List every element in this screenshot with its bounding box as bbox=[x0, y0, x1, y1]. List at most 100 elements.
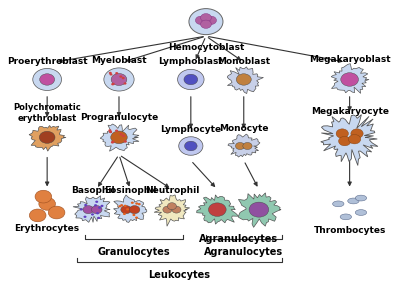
Polygon shape bbox=[238, 193, 281, 227]
Circle shape bbox=[351, 129, 363, 138]
Circle shape bbox=[131, 201, 134, 204]
Text: Erythrocytes: Erythrocytes bbox=[14, 224, 80, 233]
Circle shape bbox=[172, 206, 181, 213]
Text: Granulocytes: Granulocytes bbox=[98, 247, 170, 257]
Circle shape bbox=[196, 16, 206, 25]
Circle shape bbox=[33, 69, 62, 91]
Circle shape bbox=[163, 206, 172, 213]
Text: Polychromatic
erythroblast: Polychromatic erythroblast bbox=[13, 103, 81, 123]
Circle shape bbox=[35, 190, 52, 203]
Text: Eosinophil: Eosinophil bbox=[104, 186, 156, 195]
Polygon shape bbox=[73, 196, 110, 223]
Circle shape bbox=[109, 131, 112, 133]
Circle shape bbox=[338, 136, 351, 146]
Ellipse shape bbox=[333, 201, 344, 207]
Polygon shape bbox=[228, 134, 260, 157]
Circle shape bbox=[111, 74, 127, 86]
Circle shape bbox=[138, 203, 141, 205]
Circle shape bbox=[124, 82, 126, 85]
Circle shape bbox=[249, 202, 269, 217]
Text: Lymphocyte: Lymphocyte bbox=[160, 125, 221, 134]
Circle shape bbox=[92, 206, 102, 214]
Text: Thrombocytes: Thrombocytes bbox=[314, 225, 386, 234]
Polygon shape bbox=[29, 126, 66, 151]
Circle shape bbox=[109, 72, 112, 74]
Circle shape bbox=[135, 216, 138, 219]
Ellipse shape bbox=[355, 210, 367, 215]
Circle shape bbox=[123, 213, 126, 215]
Circle shape bbox=[96, 212, 99, 214]
Circle shape bbox=[48, 206, 65, 219]
Circle shape bbox=[119, 75, 122, 78]
Text: Agranulocytes: Agranulocytes bbox=[198, 234, 278, 244]
Ellipse shape bbox=[340, 214, 352, 220]
Circle shape bbox=[236, 74, 251, 85]
Circle shape bbox=[80, 208, 83, 211]
Text: Progranulocyte: Progranulocyte bbox=[80, 113, 158, 122]
Circle shape bbox=[122, 77, 125, 79]
Circle shape bbox=[119, 133, 122, 135]
Circle shape bbox=[110, 73, 112, 76]
Circle shape bbox=[111, 131, 127, 144]
Circle shape bbox=[40, 74, 55, 85]
Circle shape bbox=[94, 204, 97, 206]
Text: Hemocytoblast: Hemocytoblast bbox=[168, 43, 244, 52]
Text: Monoblast: Monoblast bbox=[217, 57, 270, 66]
Circle shape bbox=[236, 142, 245, 150]
Circle shape bbox=[189, 9, 223, 35]
Polygon shape bbox=[114, 195, 147, 223]
Circle shape bbox=[178, 69, 204, 90]
Circle shape bbox=[98, 206, 101, 209]
Circle shape bbox=[111, 141, 114, 144]
Circle shape bbox=[118, 205, 121, 207]
Circle shape bbox=[97, 217, 100, 219]
Text: Megakaryocyte: Megakaryocyte bbox=[311, 107, 389, 116]
Text: Basophil: Basophil bbox=[71, 186, 114, 195]
Circle shape bbox=[95, 201, 98, 203]
Text: Leukocytes: Leukocytes bbox=[148, 270, 210, 280]
Ellipse shape bbox=[348, 198, 359, 204]
Text: Myeloblast: Myeloblast bbox=[91, 56, 147, 65]
Circle shape bbox=[124, 205, 127, 207]
Text: Monocyte: Monocyte bbox=[219, 124, 268, 133]
Polygon shape bbox=[321, 114, 378, 166]
Text: Agranulocytes: Agranulocytes bbox=[204, 247, 283, 257]
Circle shape bbox=[200, 13, 211, 22]
Circle shape bbox=[129, 206, 140, 214]
Circle shape bbox=[84, 215, 86, 218]
Circle shape bbox=[200, 20, 211, 28]
Circle shape bbox=[341, 73, 358, 86]
Circle shape bbox=[84, 204, 87, 206]
Ellipse shape bbox=[355, 195, 367, 201]
Circle shape bbox=[208, 203, 226, 216]
Circle shape bbox=[120, 204, 123, 206]
Circle shape bbox=[132, 214, 136, 216]
Circle shape bbox=[111, 83, 114, 86]
Polygon shape bbox=[331, 64, 369, 93]
Circle shape bbox=[29, 209, 46, 222]
Text: Neutrophil: Neutrophil bbox=[145, 186, 199, 195]
Circle shape bbox=[124, 140, 127, 143]
Circle shape bbox=[104, 68, 134, 91]
Text: Megakaryoblast: Megakaryoblast bbox=[309, 55, 390, 64]
Circle shape bbox=[243, 142, 252, 150]
Circle shape bbox=[167, 203, 176, 210]
Circle shape bbox=[108, 129, 112, 132]
Polygon shape bbox=[100, 124, 139, 151]
Circle shape bbox=[100, 205, 104, 207]
Circle shape bbox=[184, 74, 198, 85]
Circle shape bbox=[112, 83, 115, 85]
Circle shape bbox=[179, 137, 203, 155]
Circle shape bbox=[336, 129, 348, 138]
Circle shape bbox=[348, 135, 361, 144]
Circle shape bbox=[184, 141, 197, 151]
Circle shape bbox=[111, 141, 114, 143]
Circle shape bbox=[115, 72, 118, 74]
Polygon shape bbox=[227, 67, 264, 93]
Circle shape bbox=[121, 206, 131, 214]
Circle shape bbox=[126, 208, 129, 211]
Circle shape bbox=[39, 197, 56, 210]
Polygon shape bbox=[154, 195, 190, 226]
Circle shape bbox=[91, 213, 94, 215]
Circle shape bbox=[39, 131, 55, 143]
